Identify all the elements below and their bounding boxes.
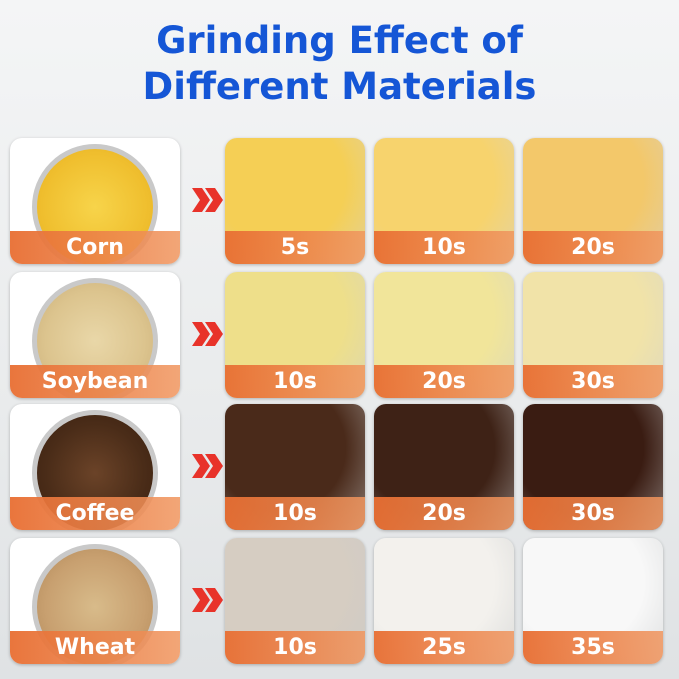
time-label: 10s <box>225 631 365 664</box>
result-tile: 10s <box>225 538 365 664</box>
arrow <box>192 588 224 612</box>
material-label: Wheat <box>10 631 180 664</box>
arrow-icon <box>192 188 223 212</box>
arrow-icon <box>192 322 223 346</box>
time-label: 10s <box>374 231 514 264</box>
material-tile: Wheat <box>10 538 180 664</box>
time-label: 20s <box>374 497 514 530</box>
result-tile: 30s <box>523 272 663 398</box>
time-label: 10s <box>225 497 365 530</box>
result-tile: 20s <box>374 272 514 398</box>
result-tile: 5s <box>225 138 365 264</box>
time-label: 5s <box>225 231 365 264</box>
time-label: 20s <box>523 231 663 264</box>
material-tile: Coffee <box>10 404 180 530</box>
result-tile: 10s <box>225 272 365 398</box>
time-label: 35s <box>523 631 663 664</box>
material-tile: Soybean <box>10 272 180 398</box>
result-tile: 20s <box>523 138 663 264</box>
arrow <box>192 454 224 478</box>
arrow-icon <box>192 588 223 612</box>
result-tile: 35s <box>523 538 663 664</box>
result-tile: 10s <box>374 138 514 264</box>
result-tile: 10s <box>225 404 365 530</box>
arrow <box>192 322 224 346</box>
material-tile: Corn <box>10 138 180 264</box>
arrow-icon <box>192 454 223 478</box>
time-label: 30s <box>523 365 663 398</box>
time-label: 30s <box>523 497 663 530</box>
title: Grinding Effect of Different Materials <box>142 19 537 108</box>
time-label: 20s <box>374 365 514 398</box>
result-tile: 20s <box>374 404 514 530</box>
arrow <box>192 188 224 212</box>
result-tile: 30s <box>523 404 663 530</box>
time-label: 10s <box>225 365 365 398</box>
time-label: 25s <box>374 631 514 664</box>
result-tile: 25s <box>374 538 514 664</box>
material-label: Soybean <box>10 365 180 398</box>
material-label: Corn <box>10 231 180 264</box>
material-label: Coffee <box>10 497 180 530</box>
